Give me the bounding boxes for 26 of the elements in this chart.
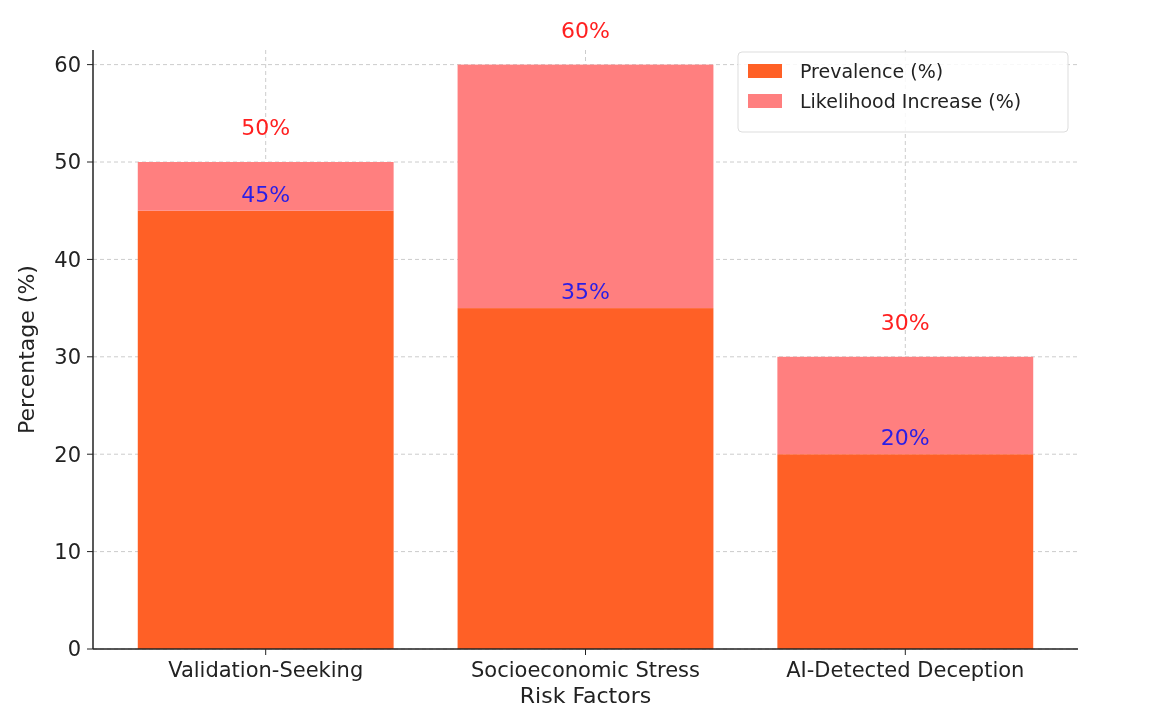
legend-label: Prevalence (%): [800, 59, 944, 82]
y-tick-label: 50: [54, 150, 81, 175]
bar: [457, 64, 714, 309]
y-tick-label: 30: [54, 345, 81, 370]
bar: [457, 308, 714, 649]
x-tick-label: Socioeconomic Stress: [471, 658, 700, 682]
data-label: 20%: [880, 425, 930, 451]
bar: [777, 356, 1034, 455]
x-tick-label: AI-Detected Deception: [786, 658, 1025, 682]
legend-label: Likelihood Increase (%): [800, 89, 1022, 112]
x-tick-label: Validation-Seeking: [168, 658, 364, 682]
y-tick-label: 10: [54, 539, 81, 564]
data-label: 45%: [241, 181, 291, 207]
bar: [137, 210, 394, 649]
data-label: 35%: [561, 279, 610, 305]
total-label: 30%: [880, 309, 930, 335]
total-label: 50%: [241, 115, 291, 141]
y-tick-label: 0: [67, 637, 81, 662]
x-axis-title: Risk Factors: [519, 683, 652, 708]
y-tick-label: 20: [54, 442, 81, 467]
total-label: 60%: [561, 17, 610, 43]
bar: [777, 454, 1034, 649]
y-axis-title: Percentage (%): [14, 265, 39, 434]
y-tick-label: 60: [54, 52, 81, 77]
bar: [137, 162, 394, 211]
y-tick-label: 40: [54, 247, 81, 272]
